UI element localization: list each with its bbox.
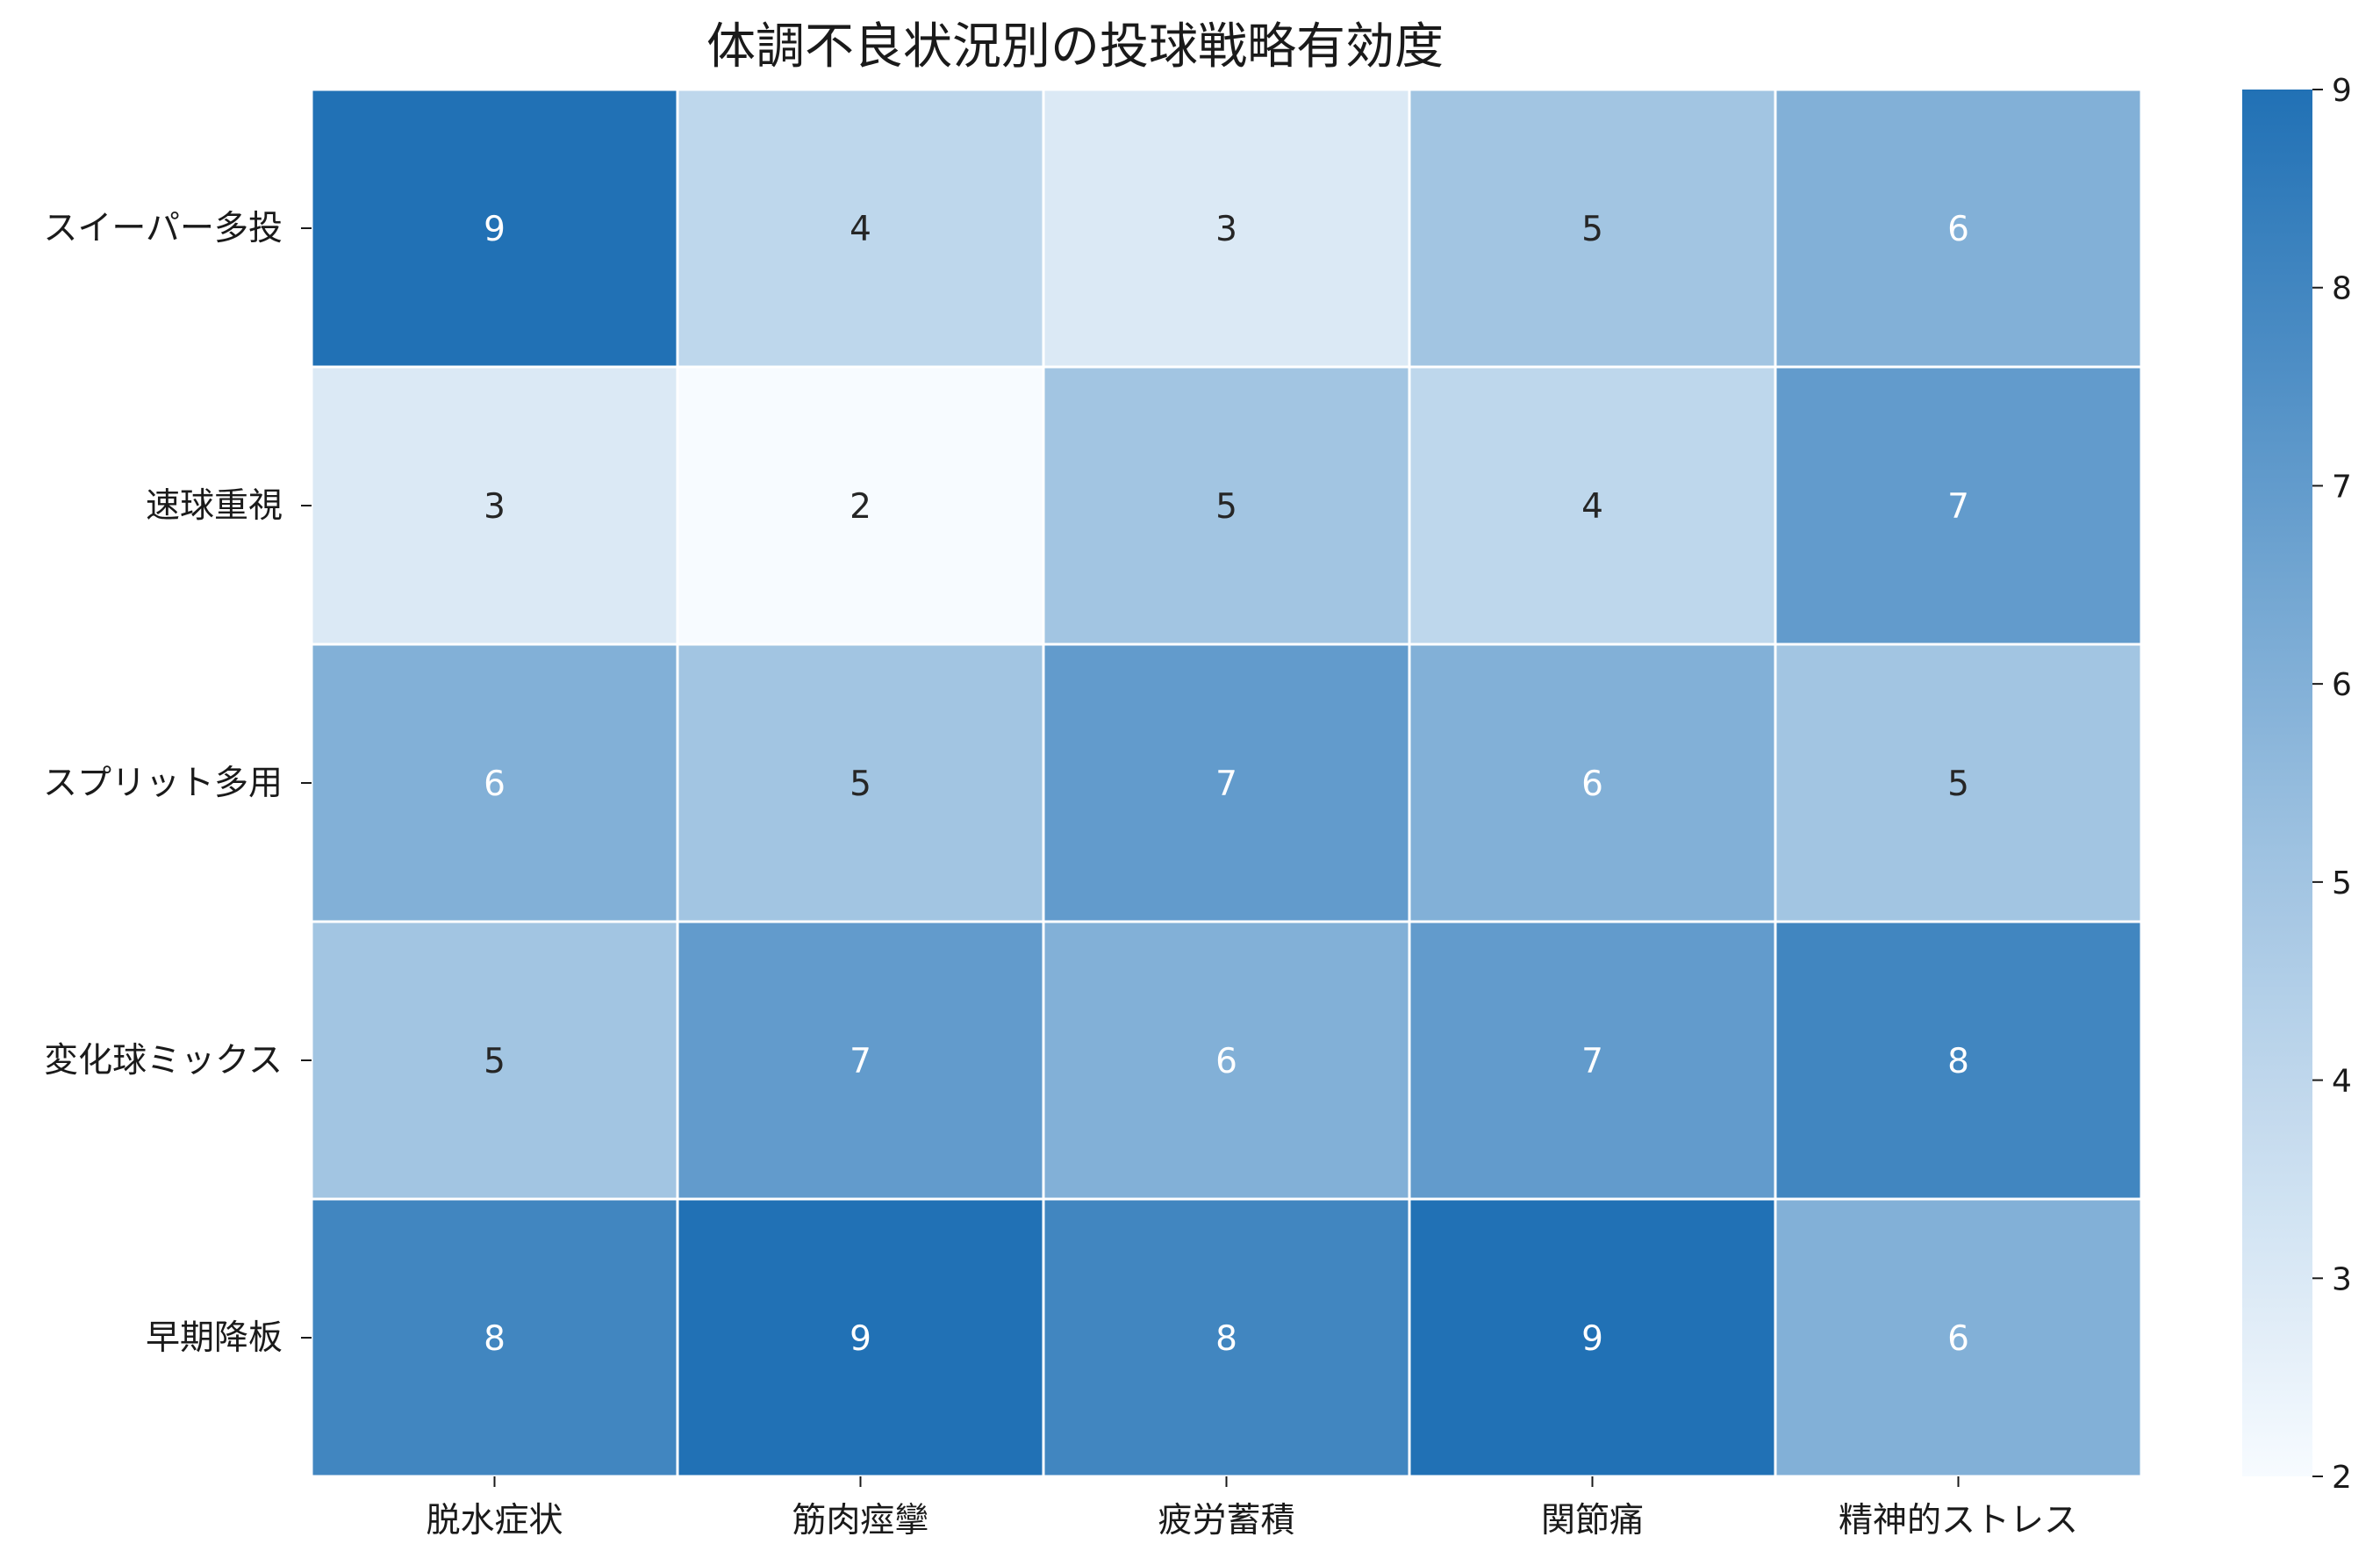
x-tick-label: 関節痛	[1541, 1501, 1644, 1540]
heatmap-cell	[310, 1197, 679, 1478]
heatmap-cell	[1042, 920, 1411, 1201]
heatmap-cell	[1774, 88, 2143, 369]
x-tick-label: 筋肉痙攣	[792, 1501, 928, 1540]
heatmap-cell	[676, 920, 1045, 1201]
heatmap-cell	[1774, 365, 2143, 646]
x-axis: 脱水症状 筋肉痙攣 疲労蓄積 関節痛 精神的ストレス	[426, 1476, 2078, 1540]
colorbar-tick-label: 3	[2332, 1261, 2352, 1297]
cell-value-label: 9	[1581, 1319, 1603, 1359]
cell-value-label: 3	[484, 487, 505, 527]
colorbar-tick-label: 9	[2332, 73, 2352, 109]
y-tick-label: スイーパー多投	[43, 209, 283, 248]
heatmap-cell	[1774, 920, 2143, 1201]
cell-value-label: 9	[849, 1319, 871, 1359]
cell-value-label: 5	[484, 1042, 505, 1081]
heatmap-cell	[1408, 88, 1777, 369]
cell-value-label: 6	[1581, 765, 1603, 804]
cell-value-label: 7	[1581, 1042, 1603, 1081]
heatmap-cell	[1042, 1197, 1411, 1478]
cell-value-label: 5	[849, 765, 871, 804]
cell-value-label: 7	[1947, 487, 1969, 527]
heatmap-cell	[1408, 643, 1777, 923]
y-tick-label: スプリット多用	[43, 764, 283, 803]
y-tick-label: 早期降板	[146, 1318, 283, 1358]
colorbar: 2 3 4 5 6 7 8 9	[2242, 73, 2352, 1496]
cell-value-label: 4	[1581, 487, 1603, 527]
heatmap-cells: 9 4 3 5 6 3 2 5 4 7 6 5 7 6 5 5 7 6 7 8 8 9 8 9 6	[310, 88, 2143, 1478]
cell-value-label: 3	[1215, 210, 1237, 249]
cell-value-label: 2	[849, 487, 871, 527]
heatmap-cell	[676, 88, 1045, 369]
cell-value-label: 4	[849, 210, 871, 249]
chart-title: 体調不良状況別の投球戦略有効度	[706, 18, 1444, 75]
heatmap-cell	[1042, 88, 1411, 369]
cell-value-label: 5	[1215, 487, 1237, 527]
cell-value-label: 5	[1581, 210, 1603, 249]
heatmap-cell	[1042, 365, 1411, 646]
y-tick-label: 速球重視	[146, 486, 283, 526]
colorbar-tick-label: 8	[2332, 271, 2352, 307]
colorbar-tick-label: 6	[2332, 667, 2352, 703]
colorbar-tick-label: 5	[2332, 865, 2352, 901]
heatmap-cell	[1774, 1197, 2143, 1478]
heatmap-cell	[310, 365, 679, 646]
cell-value-label: 8	[1947, 1042, 1969, 1081]
y-tick-label: 変化球ミックス	[44, 1041, 283, 1081]
x-tick-label: 精神的ストレス	[1839, 1501, 2078, 1540]
heatmap-cell	[1774, 643, 2143, 923]
x-tick-label: 脱水症状	[426, 1501, 563, 1540]
heatmap-cell	[676, 643, 1045, 923]
cell-value-label: 5	[1947, 765, 1969, 804]
cell-value-label: 8	[484, 1319, 505, 1359]
cell-value-label: 6	[1947, 210, 1969, 249]
colorbar-tick-label: 2	[2332, 1460, 2352, 1496]
cell-value-label: 7	[1215, 765, 1237, 804]
heatmap-cell	[1042, 643, 1411, 923]
cell-value-label: 6	[1215, 1042, 1237, 1081]
heatmap-cell	[676, 1197, 1045, 1478]
x-tick-label: 疲労蓄積	[1158, 1501, 1294, 1540]
colorbar-tick-label: 7	[2332, 469, 2352, 505]
cell-value-label: 8	[1215, 1319, 1237, 1359]
cell-value-label: 6	[484, 765, 505, 804]
colorbar-gradient	[2242, 90, 2312, 1476]
cell-value-label: 6	[1947, 1319, 1969, 1359]
cell-value-label: 7	[849, 1042, 871, 1081]
heatmap-cell	[310, 88, 679, 369]
colorbar-tick-label: 4	[2332, 1064, 2352, 1100]
heatmap-cell	[1408, 920, 1777, 1201]
cell-value-label: 9	[484, 210, 505, 249]
